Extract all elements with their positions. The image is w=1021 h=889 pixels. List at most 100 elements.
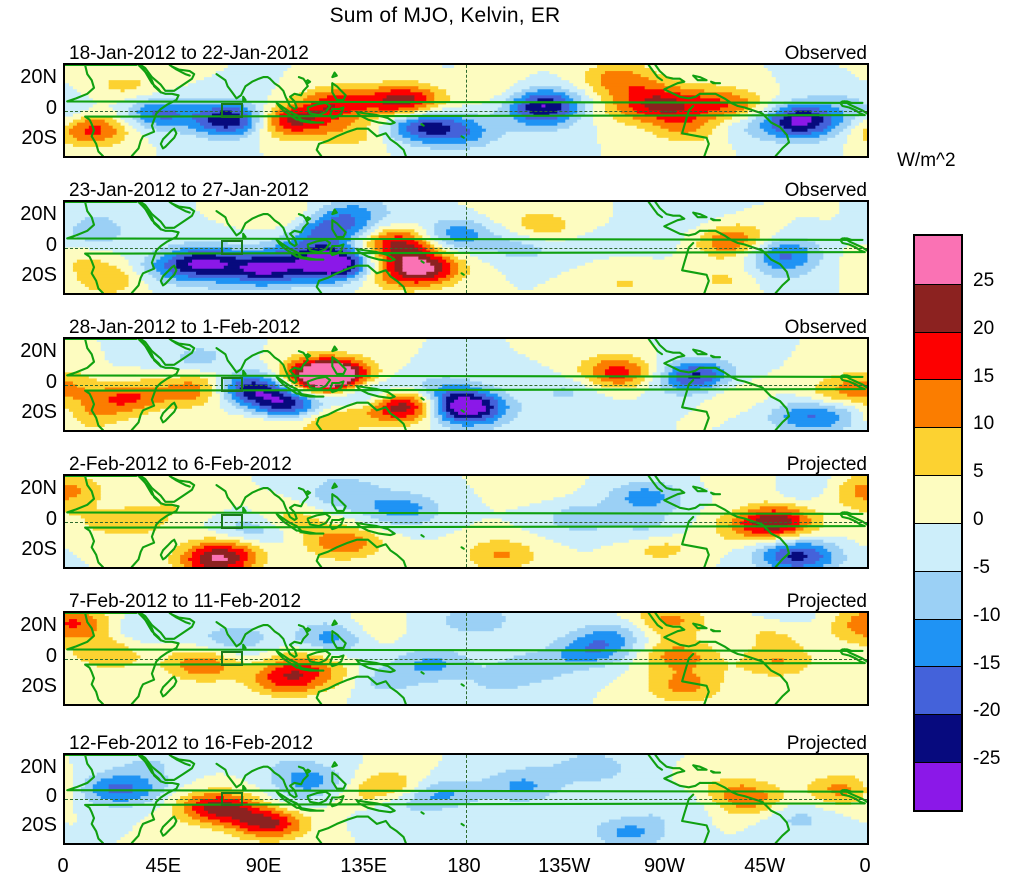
y-axis-label: 20S	[21, 400, 57, 423]
colorbar-band-5	[915, 427, 961, 476]
colorbar-band-12	[915, 762, 961, 810]
y-tick-mark	[63, 278, 65, 280]
x-tick-mark	[566, 430, 568, 432]
colorbar-band-2	[915, 283, 961, 332]
x-tick-mark	[316, 156, 318, 158]
x-tick-mark-top	[466, 337, 468, 339]
x-tick-mark	[115, 156, 117, 158]
x-tick-mark-top	[266, 63, 268, 65]
x-tick-mark-top	[416, 200, 418, 202]
x-tick-mark-top	[566, 611, 568, 613]
x-tick-mark	[316, 567, 318, 569]
colorbar-tick-label: 10	[973, 413, 995, 435]
x-tick-mark-top	[767, 753, 769, 755]
y-tick-mark	[63, 111, 65, 113]
x-tick-mark	[667, 567, 669, 569]
x-tick-mark-top	[867, 474, 869, 476]
colorbar-band-9	[915, 618, 961, 667]
panel-date-range: 23-Jan-2012 to 27-Jan-2012	[69, 180, 309, 201]
contour-field-5	[65, 613, 867, 704]
y-tick-mark	[63, 248, 65, 250]
region-marker-box	[220, 791, 244, 807]
panel-date-range: 28-Jan-2012 to 1-Feb-2012	[69, 317, 301, 338]
panel-date-range: 18-Jan-2012 to 22-Jan-2012	[69, 43, 309, 64]
coastlines	[65, 476, 867, 567]
x-tick-mark-top	[466, 611, 468, 613]
x-tick-mark-top	[215, 63, 217, 65]
x-tick-mark-top	[516, 753, 518, 755]
x-tick-mark-top	[767, 200, 769, 202]
x-tick-mark	[165, 704, 167, 706]
x-tick-mark	[366, 293, 368, 295]
panel-status-label: Projected	[786, 733, 867, 754]
x-tick-mark-top	[316, 474, 318, 476]
x-axis-label: 45W	[744, 855, 786, 877]
colorbar-band-11	[915, 714, 961, 763]
x-tick-mark-top	[817, 611, 819, 613]
x-tick-mark	[215, 567, 217, 569]
x-tick-mark	[817, 293, 819, 295]
panel-header-5: 7-Feb-2012 to 11-Feb-2012 Projected	[63, 587, 869, 612]
x-tick-mark	[416, 293, 418, 295]
y-tick-mark	[63, 659, 65, 661]
x-tick-mark	[65, 843, 67, 845]
x-tick-mark-top	[516, 337, 518, 339]
x-tick-mark-top	[516, 63, 518, 65]
x-tick-mark-top	[215, 753, 217, 755]
x-tick-mark-top	[616, 63, 618, 65]
x-tick-mark	[767, 843, 769, 845]
x-tick-mark-top	[366, 63, 368, 65]
y-axis-label: 20N	[20, 477, 57, 500]
x-tick-mark	[717, 843, 719, 845]
x-axis-label: 90W	[643, 855, 686, 877]
x-tick-mark-top	[366, 753, 368, 755]
x-tick-mark	[717, 430, 719, 432]
x-tick-mark-top	[65, 200, 67, 202]
x-tick-mark	[717, 156, 719, 158]
panel-header-6: 12-Feb-2012 to 16-Feb-2012 Projected	[63, 729, 869, 754]
x-axis-label: 135W	[538, 855, 591, 877]
x-tick-mark	[667, 156, 669, 158]
x-tick-mark	[566, 704, 568, 706]
panel-status-label: Projected	[786, 454, 867, 475]
x-tick-mark-top	[215, 200, 217, 202]
y-tick-mark	[63, 491, 65, 493]
x-tick-mark	[466, 567, 468, 569]
x-tick-mark-top	[65, 474, 67, 476]
y-tick-mark	[63, 628, 65, 630]
x-tick-mark-top	[165, 337, 167, 339]
coastlines	[65, 339, 867, 430]
x-tick-mark	[566, 156, 568, 158]
filled-contours	[65, 339, 867, 430]
x-tick-mark	[817, 567, 819, 569]
x-tick-mark	[266, 293, 268, 295]
y-axis-label: 20N	[20, 755, 57, 778]
colorbar-tick-label: 20	[973, 317, 995, 339]
x-tick-mark-top	[416, 337, 418, 339]
x-tick-mark-top	[616, 611, 618, 613]
x-tick-mark-top	[717, 474, 719, 476]
x-tick-mark-top	[717, 200, 719, 202]
x-tick-mark	[516, 293, 518, 295]
y-axis-label: 20S	[21, 674, 57, 697]
x-tick-mark	[266, 430, 268, 432]
y-axis-label: 20N	[20, 340, 57, 363]
x-tick-mark-top	[566, 63, 568, 65]
dateline-line	[466, 755, 467, 843]
x-tick-mark-top	[165, 753, 167, 755]
x-tick-mark-top	[215, 611, 217, 613]
x-tick-mark	[316, 293, 318, 295]
x-tick-mark-top	[566, 200, 568, 202]
panel-header-2: 23-Jan-2012 to 27-Jan-2012 Observed	[63, 176, 869, 201]
y-tick-mark	[63, 354, 65, 356]
x-tick-mark-top	[817, 200, 819, 202]
map-panel-1	[63, 63, 869, 158]
figure-title: Sum of MJO, Kelvin, ER	[329, 4, 561, 27]
x-tick-mark	[266, 843, 268, 845]
colorbar-band-7	[915, 522, 961, 571]
x-tick-mark	[767, 704, 769, 706]
x-tick-mark	[817, 156, 819, 158]
colorbar-tick-label: -15	[973, 652, 1001, 674]
contour-field-2	[65, 202, 867, 293]
colorbar-tick-label: 5	[973, 461, 984, 483]
